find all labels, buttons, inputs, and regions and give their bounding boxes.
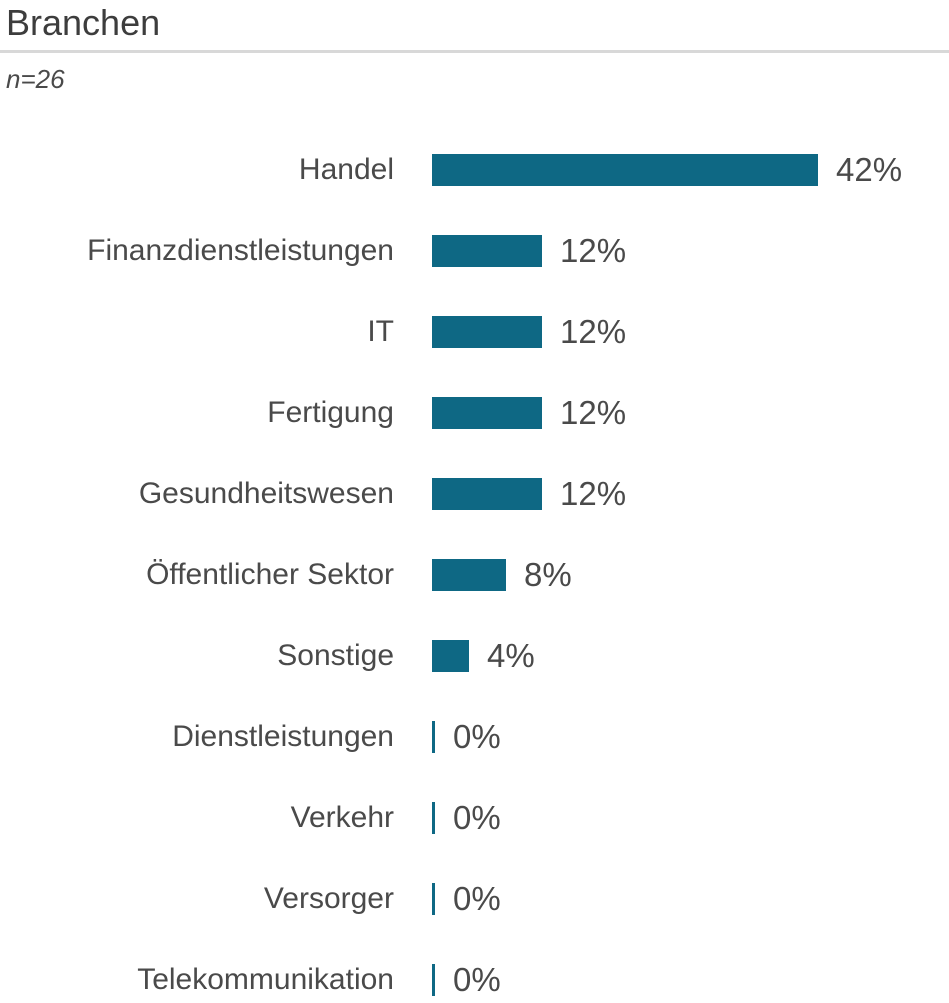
bar-track (432, 396, 542, 429)
bar (432, 153, 818, 186)
bar (432, 558, 506, 591)
bar-track (432, 234, 542, 267)
bar (432, 720, 435, 753)
category-label: Dienstleistungen (172, 719, 394, 753)
bar-track (432, 558, 506, 591)
category-label: Verkehr (290, 800, 394, 834)
chart-title: Branchen (6, 2, 161, 43)
chart-row: Finanzdienstleistungen 12% (0, 210, 949, 291)
category-label: Finanzdienstleistungen (87, 233, 394, 267)
bar-chart: Handel 42% Finanzdienstleistungen 12% IT… (0, 129, 949, 1003)
category-label: Öffentlicher Sektor (146, 557, 394, 591)
value-label: 12% (560, 231, 627, 269)
chart-row: Dienstleistungen 0% (0, 696, 949, 777)
bar-track (432, 720, 435, 753)
bar (432, 639, 469, 672)
value-label: 12% (560, 312, 627, 350)
bar (432, 234, 542, 267)
value-label: 12% (560, 393, 627, 431)
chart-row: Verkehr 0% (0, 777, 949, 858)
value-label: 0% (453, 960, 501, 998)
category-label: Versorger (263, 881, 394, 915)
bar-track (432, 639, 469, 672)
value-label: 12% (560, 474, 627, 512)
value-label: 0% (453, 879, 501, 917)
chart-row: Fertigung 12% (0, 372, 949, 453)
value-label: 8% (524, 555, 572, 593)
chart-row: Gesundheitswesen 12% (0, 453, 949, 534)
bar (432, 315, 542, 348)
bar-track (432, 882, 435, 915)
sample-size-label: n=26 (6, 64, 65, 94)
chart-row: Sonstige 4% (0, 615, 949, 696)
category-label: Fertigung (267, 395, 394, 429)
bar-track (432, 801, 435, 834)
value-label: 0% (453, 798, 501, 836)
category-label: Gesundheitswesen (138, 476, 394, 510)
chart-row: IT 12% (0, 291, 949, 372)
chart-row: Versorger 0% (0, 858, 949, 939)
title-divider (0, 50, 949, 53)
category-label: Telekommunikation (137, 962, 394, 996)
bar-track (432, 153, 818, 186)
chart-row: Öffentlicher Sektor 8% (0, 534, 949, 615)
bar (432, 801, 435, 834)
bar-track (432, 315, 542, 348)
value-label: 4% (487, 636, 535, 674)
bar (432, 963, 435, 996)
category-label: IT (367, 314, 394, 348)
bar-track (432, 477, 542, 510)
chart-row: Handel 42% (0, 129, 949, 210)
value-label: 42% (836, 150, 903, 188)
value-label: 0% (453, 717, 501, 755)
bar (432, 396, 542, 429)
bar (432, 477, 542, 510)
category-label: Sonstige (277, 638, 394, 672)
bar-track (432, 963, 435, 996)
category-label: Handel (298, 152, 394, 186)
bar (432, 882, 435, 915)
chart-row: Telekommunikation 0% (0, 939, 949, 1003)
